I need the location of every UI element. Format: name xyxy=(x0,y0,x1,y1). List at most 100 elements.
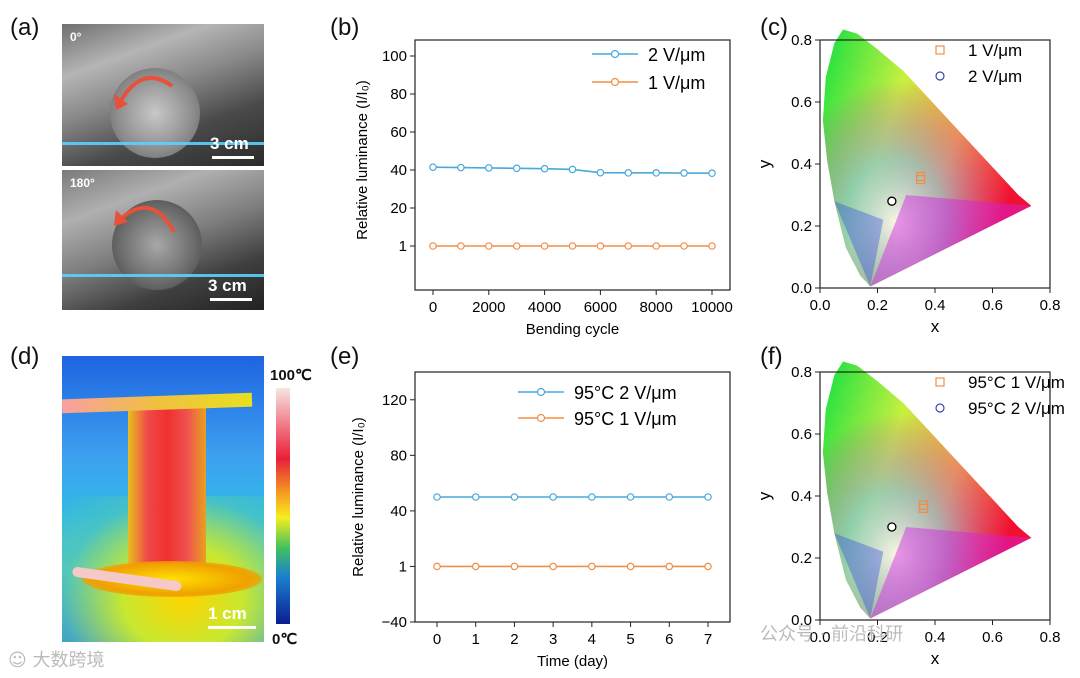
panel-label-f: (f) xyxy=(760,343,783,370)
x-tick-label: 6000 xyxy=(584,299,617,316)
data-point xyxy=(596,168,605,177)
x-tick-label: 0.2 xyxy=(867,629,888,646)
x-axis-label: x xyxy=(931,649,940,668)
bending-photo-180deg: 180° 3 cm xyxy=(62,170,264,310)
heated-spool xyxy=(128,406,206,586)
legend-marker xyxy=(536,413,546,423)
y-tick-label: 0.2 xyxy=(791,550,812,567)
data-point xyxy=(512,242,521,250)
data-point xyxy=(433,562,441,571)
x-tick-label: 1 xyxy=(472,631,480,648)
rotation-arrow-icon xyxy=(114,76,174,110)
data-point xyxy=(549,493,557,501)
glowing-fiber xyxy=(62,274,264,277)
y-tick-label: 0.6 xyxy=(791,426,812,443)
y-tick-label: 0.6 xyxy=(791,94,812,111)
legend-marker xyxy=(610,77,620,87)
rotation-arrow-icon xyxy=(114,205,176,233)
x-tick-label: 4000 xyxy=(528,299,561,316)
glowing-fiber xyxy=(62,142,264,145)
temperature-colorbar xyxy=(276,388,290,624)
chart-f-cie: 0.00.0 0.2 0.2 0.4 0.4 0.6 0.6 0.8 0.8 x y 95°C 1 V… xyxy=(755,361,1065,668)
colorbar-min-label: 0℃ xyxy=(272,631,298,648)
y-tick-label: −40 xyxy=(382,614,407,631)
y-axis-label: y xyxy=(755,491,774,500)
scale-label-a1: 3 cm xyxy=(210,134,249,153)
plot-frame xyxy=(414,371,731,623)
watermark-left: ☺ 大数跨境 xyxy=(8,650,105,671)
legend-label: 95°C 1 V/μm xyxy=(968,373,1065,392)
data-point xyxy=(887,522,897,532)
x-tick-label: 7 xyxy=(704,631,712,648)
data-point xyxy=(918,503,929,514)
x-tick-label: 4 xyxy=(588,631,596,648)
data-point xyxy=(596,242,605,250)
y-tick-label: 100 xyxy=(382,48,407,65)
panel-label-b: (b) xyxy=(330,14,360,41)
panel-label-c: (c) xyxy=(760,14,788,41)
x-tick-label: 2000 xyxy=(472,299,505,316)
y-axis-label: Relative luminance (I/I₀) xyxy=(350,417,367,577)
x-tick-label: 8000 xyxy=(640,299,673,316)
thermal-image: 1 cm xyxy=(62,356,264,642)
x-tick-label: 0.6 xyxy=(982,629,1003,646)
data-point xyxy=(457,242,465,250)
data-point xyxy=(471,493,480,501)
legend-marker xyxy=(536,387,546,397)
legend-marker xyxy=(935,403,945,413)
x-tick-label: 10000 xyxy=(691,299,733,316)
y-tick-label: 0.4 xyxy=(791,156,812,173)
data-point xyxy=(665,562,674,571)
y-tick-label: 0.0 xyxy=(791,280,812,297)
data-point xyxy=(485,242,493,250)
data-point xyxy=(510,493,519,501)
x-tick-label: 0.8 xyxy=(1040,629,1061,646)
legend-marker xyxy=(935,71,945,81)
data-point xyxy=(512,164,521,173)
data-point xyxy=(704,562,712,571)
x-tick-label: 0.8 xyxy=(1040,297,1061,314)
legend-label: 2 V/μm xyxy=(968,67,1022,86)
data-point xyxy=(680,169,688,177)
data-point xyxy=(626,562,635,571)
y-tick-label: 20 xyxy=(390,200,407,217)
watermark-right: 公众号 · 前沿科研 xyxy=(760,624,904,645)
data-point xyxy=(680,242,688,250)
panel-label-d: (d) xyxy=(10,343,40,370)
y-axis-label: Relative luminance (I/I₀) xyxy=(354,80,371,240)
cie-gamut-overlay xyxy=(822,29,1032,287)
y-tick-label: 60 xyxy=(390,124,407,141)
legend-marker xyxy=(935,377,945,387)
chart-c-cie: 0.00.0 0.2 0.2 0.4 0.4 0.6 0.6 0.8 0.8 x y 1 V/μm 2 … xyxy=(755,29,1061,336)
data-point xyxy=(624,242,633,250)
x-tick-label: 5 xyxy=(626,631,634,648)
y-tick-label: 0.2 xyxy=(791,218,812,235)
x-tick-label: 0.0 xyxy=(810,629,831,646)
data-point xyxy=(433,493,441,501)
bending-photo-0deg: 0° 3 cm xyxy=(62,24,264,166)
legend-label: 1 V/μm xyxy=(968,41,1022,60)
y-tick-label: 0.8 xyxy=(791,32,812,49)
data-point xyxy=(665,493,674,501)
chart-b-bending: 1 20 40 60 80 100 0 2000 4000 6000 8000 10000 Bendin… xyxy=(354,39,733,338)
legend-marker xyxy=(935,45,945,55)
y-tick-label: 0.8 xyxy=(791,364,812,381)
x-tick-label: 0.6 xyxy=(982,297,1003,314)
y-tick-label: 120 xyxy=(382,392,407,409)
data-point xyxy=(915,174,926,185)
colorbar-max-label: 100℃ xyxy=(270,367,312,384)
y-tick-label: 40 xyxy=(390,503,407,520)
x-tick-label: 0.2 xyxy=(867,297,888,314)
y-tick-label: 1 xyxy=(399,558,407,575)
panel-label-e: (e) xyxy=(330,343,360,370)
y-tick-label: 1 xyxy=(399,238,407,255)
y-tick-label: 0.0 xyxy=(791,612,812,629)
legend-label: 2 V/μm xyxy=(648,45,705,65)
legend-marker xyxy=(610,49,620,59)
x-axis-label: Bending cycle xyxy=(526,321,619,338)
x-tick-label: 2 xyxy=(510,631,518,648)
data-point xyxy=(485,164,493,172)
y-tick-label: 40 xyxy=(390,162,407,179)
scale-label-d: 1 cm xyxy=(208,604,247,623)
data-point xyxy=(568,242,577,250)
